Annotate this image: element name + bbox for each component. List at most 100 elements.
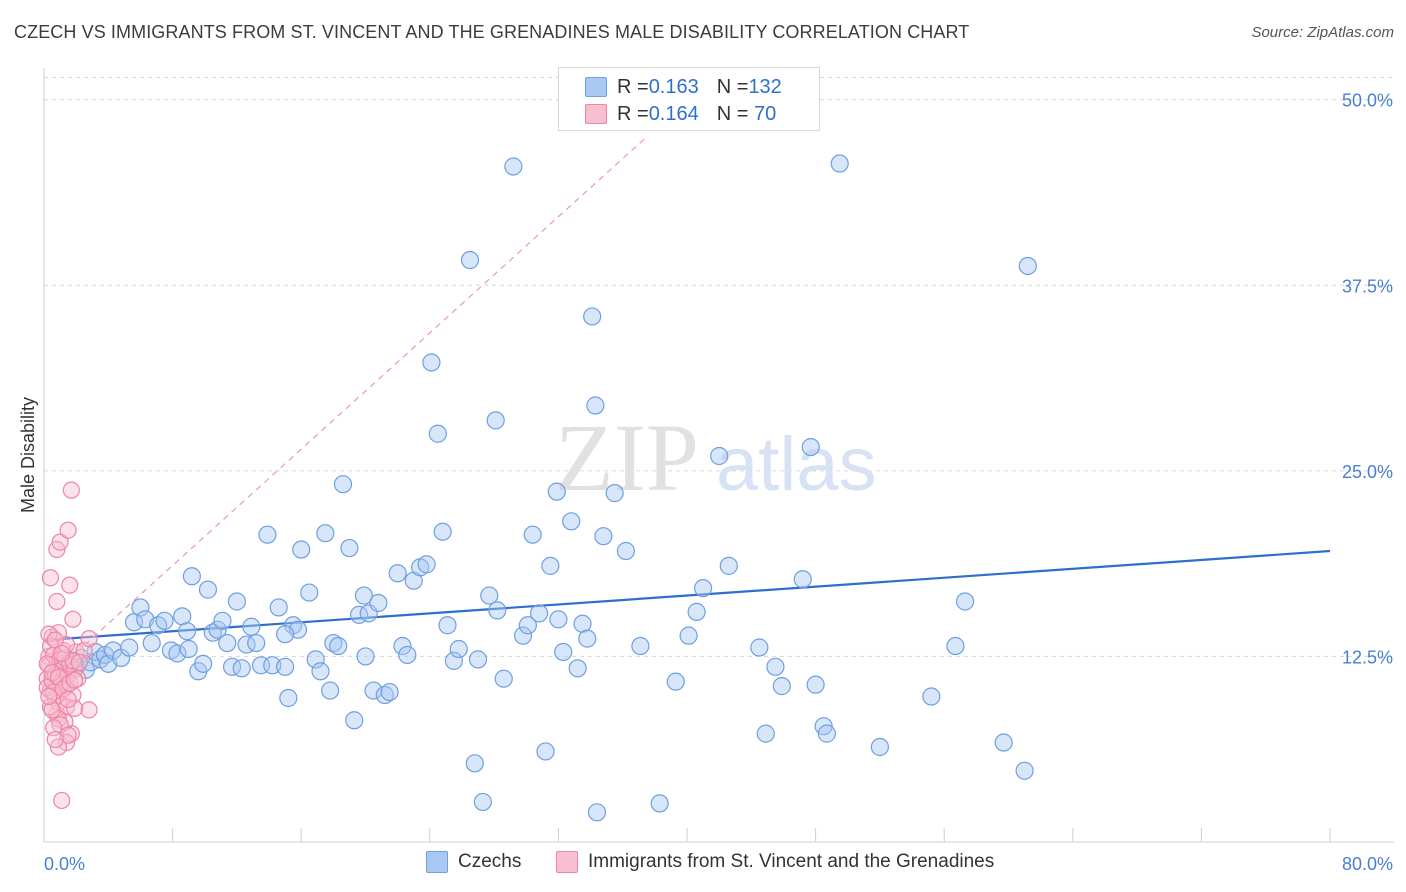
legend-swatch-czechs [585, 77, 607, 97]
point-czechs [547, 482, 566, 501]
point-immigrants [38, 655, 56, 673]
point-czechs [766, 657, 785, 676]
point-czechs [422, 353, 441, 372]
point-czechs [605, 484, 624, 503]
point-czechs [276, 657, 295, 676]
point-czechs [444, 651, 464, 670]
legend-row-czechs: R = 0.163 N = 132 [585, 75, 782, 99]
series-swatch-czechs [426, 851, 448, 873]
point-czechs [428, 424, 447, 443]
series-legend-czechs: Czechs [426, 851, 521, 873]
point-czechs [142, 633, 161, 653]
series-legend: Czechs Immigrants from St. Vincent and t… [0, 851, 1406, 879]
legend-swatch-immigrants [585, 104, 607, 124]
point-czechs [227, 592, 246, 611]
point-czechs [177, 622, 197, 641]
point-czechs [468, 650, 488, 669]
point-czechs [480, 586, 499, 605]
series-swatch-immigrants [556, 851, 578, 873]
point-czechs [666, 672, 685, 691]
point-czechs [203, 623, 222, 642]
legend-r-label: R = [617, 75, 649, 98]
point-czechs [587, 803, 607, 822]
watermark-zip: ZIP [555, 404, 699, 511]
point-czechs [242, 617, 261, 636]
data-points [38, 154, 1037, 822]
point-immigrants [53, 644, 71, 663]
point-czechs [631, 636, 650, 656]
point-czechs [433, 522, 452, 541]
point-czechs [583, 307, 602, 326]
point-czechs [300, 583, 319, 602]
point-czechs [562, 512, 581, 531]
point-immigrants [41, 569, 60, 587]
point-immigrants [65, 671, 84, 689]
y-tick-label: 25.0% [1342, 462, 1393, 482]
point-czechs [460, 250, 480, 270]
point-czechs [994, 733, 1013, 752]
point-czechs [345, 711, 364, 730]
point-czechs [578, 629, 597, 648]
point-czechs [465, 754, 484, 773]
point-czechs [194, 654, 213, 673]
legend-row-immigrants: R = 0.164 N = 70 [585, 102, 776, 126]
point-immigrants [59, 521, 77, 539]
point-czechs [486, 411, 505, 430]
point-czechs [830, 154, 849, 173]
point-czechs [523, 525, 542, 544]
point-immigrants [62, 481, 80, 499]
point-czechs [182, 567, 201, 586]
point-czechs [222, 657, 242, 676]
point-czechs [541, 556, 560, 575]
point-czechs [650, 794, 669, 813]
point-czechs [258, 525, 277, 544]
correlation-legend: R = 0.163 N = 132 R = 0.164 N = 70 [558, 67, 820, 131]
point-czechs [213, 611, 232, 630]
legend-n-value: 70 [748, 102, 777, 125]
source-label: Source: ZipAtlas.com [1251, 24, 1394, 41]
point-czechs [616, 541, 636, 561]
point-czechs [530, 604, 549, 623]
point-czechs [247, 633, 266, 653]
point-czechs [218, 633, 237, 653]
point-czechs [354, 586, 373, 605]
point-czechs [870, 737, 890, 757]
point-czechs [518, 616, 537, 635]
point-immigrants [51, 533, 69, 551]
point-immigrants [43, 701, 61, 719]
point-czechs [208, 620, 227, 639]
point-czechs [333, 475, 353, 494]
point-czechs [179, 639, 198, 659]
point-immigrants [40, 625, 58, 643]
point-czechs [340, 538, 359, 558]
point-czechs [398, 645, 417, 665]
point-czechs [488, 601, 507, 620]
point-czechs [449, 639, 468, 659]
point-czechs [772, 677, 791, 696]
tick-labels: 12.5% 25.0% 37.5% 50.0% 0.0% 80.0% [44, 91, 1393, 874]
chart-title: CZECH VS IMMIGRANTS FROM ST. VINCENT AND… [14, 22, 970, 42]
trend-line [43, 136, 648, 683]
legend-r-label: R = [617, 102, 649, 125]
point-czechs [120, 638, 139, 657]
point-czechs [393, 636, 412, 656]
point-czechs [710, 446, 729, 466]
point-immigrants [53, 791, 71, 810]
point-immigrants [59, 726, 77, 744]
point-czechs [198, 580, 218, 599]
point-immigrants [65, 699, 84, 717]
point-czechs [922, 687, 941, 706]
point-czechs [687, 602, 706, 621]
point-immigrants [46, 730, 64, 749]
grid [44, 76, 1394, 657]
series-legend-immigrants: Immigrants from St. Vincent and the Gren… [556, 851, 994, 873]
point-immigrants [54, 680, 72, 698]
x-tick-label: 80.0% [1342, 854, 1393, 874]
trend-line [43, 549, 1331, 642]
point-czechs [494, 669, 513, 688]
point-czechs [536, 742, 555, 761]
point-czechs [369, 593, 388, 613]
point-czechs [693, 579, 713, 598]
point-czechs [349, 605, 369, 624]
point-immigrants [59, 690, 77, 709]
